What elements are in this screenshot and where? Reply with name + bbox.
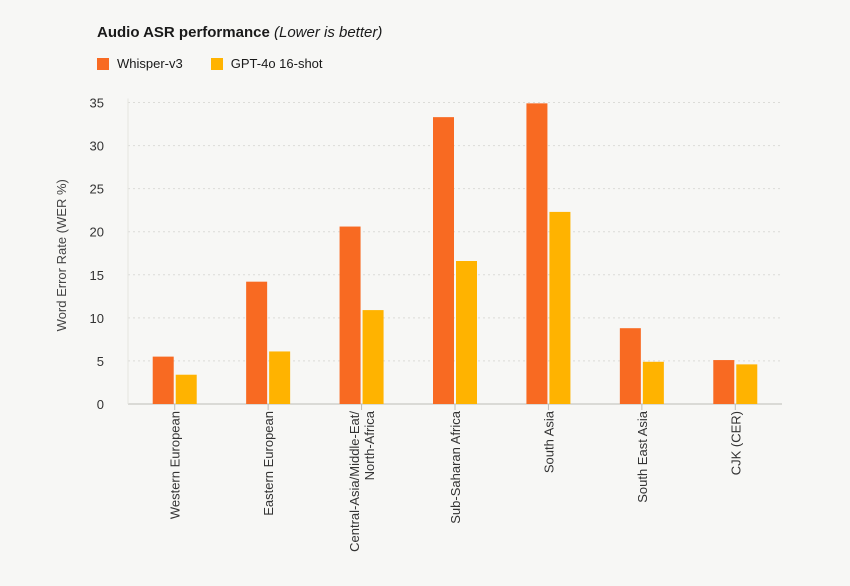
bar-whisper-2 [339,226,361,404]
bar-whisper-0 [152,356,174,404]
y-tick-label-30: 30 [90,139,104,154]
y-tick-label-0: 0 [97,397,104,412]
x-tick-label-3: Sub-Saharan Africa [448,410,463,524]
y-tick-label-20: 20 [90,225,104,240]
legend-item-gpt4o: GPT-4o 16-shot [210,56,323,71]
x-tick-label-0: Western European [168,411,183,519]
legend-swatch-whisper [97,57,109,70]
legend-swatch-gpt4o [210,57,223,70]
bar-whisper-1 [246,281,268,404]
chart-subtitle: (Lower is better) [273,24,383,41]
x-tick-label-1: Eastern European [261,411,276,516]
bar-gpt4o-5 [642,361,664,404]
bar-gpt4o-2 [362,310,384,404]
bar-whisper-3 [433,117,454,404]
y-tick-label-5: 5 [97,354,104,369]
bar-gpt4o-6 [736,364,758,404]
x-tick-label-6: CJK (CER) [728,411,743,475]
bar-gpt4o-3 [456,261,477,404]
y-tick-label-15: 15 [90,268,104,283]
legend-item-whisper: Whisper-v3 [97,56,183,71]
chart-title: Audio ASR performance (Lower is better) [97,24,382,41]
bar-gpt4o-1 [269,351,291,404]
chart-legend: Whisper-v3 GPT-4o 16-shot [97,56,351,71]
bar-whisper-5 [619,328,641,404]
legend-label-whisper: Whisper-v3 [117,56,183,71]
bar-whisper-4 [526,103,548,405]
x-tick-label-5: South East Asia [635,410,650,503]
y-tick-label-25: 25 [90,182,104,197]
x-tick-label-2-line0: Central-Asia/Middle-Eat/ [347,411,362,552]
bar-whisper-6 [713,360,735,404]
y-axis-label: Word Error Rate (WER %) [54,179,69,331]
x-tick-label-4: South Asia [541,410,556,473]
legend-label-gpt4o: GPT-4o 16-shot [230,56,323,71]
y-tick-label-35: 35 [90,96,104,111]
bar-gpt4o-4 [549,211,571,404]
x-tick-label-2-line1: North-Africa [362,410,377,480]
y-tick-label-10: 10 [90,311,104,326]
chart-title-main: Audio ASR performance [97,24,270,41]
bar-gpt4o-0 [175,374,197,404]
